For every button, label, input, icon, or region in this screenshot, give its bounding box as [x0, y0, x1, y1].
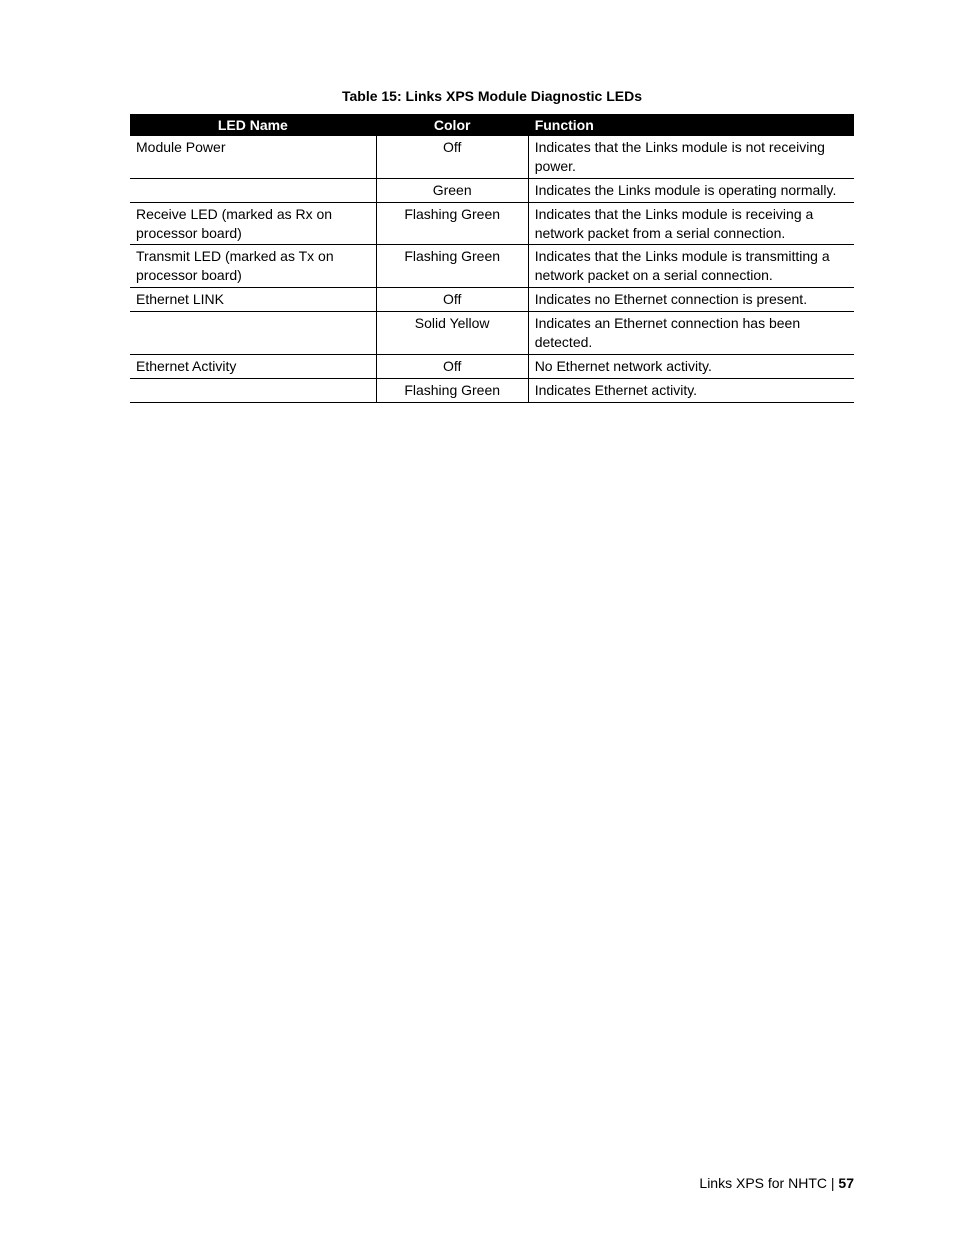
cell-color: Off	[376, 354, 528, 378]
cell-color: Flashing Green	[376, 245, 528, 288]
col-header-func: Function	[528, 114, 854, 136]
cell-led: Module Power	[130, 136, 376, 178]
cell-led: Ethernet LINK	[130, 288, 376, 312]
footer-text: Links XPS for NHTC	[699, 1175, 827, 1191]
table-row: Solid Yellow Indicates an Ethernet conne…	[130, 312, 854, 355]
table-row: Flashing Green Indicates Ethernet activi…	[130, 378, 854, 402]
cell-color: Flashing Green	[376, 202, 528, 245]
table-row: Receive LED (marked as Rx on processor b…	[130, 202, 854, 245]
cell-color: Green	[376, 178, 528, 202]
cell-color: Solid Yellow	[376, 312, 528, 355]
page-footer: Links XPS for NHTC | 57	[699, 1175, 854, 1191]
cell-color: Off	[376, 136, 528, 178]
table-row: Transmit LED (marked as Tx on processor …	[130, 245, 854, 288]
cell-func: No Ethernet network activity.	[528, 354, 854, 378]
cell-led	[130, 178, 376, 202]
cell-led: Transmit LED (marked as Tx on processor …	[130, 245, 376, 288]
col-header-led: LED Name	[130, 114, 376, 136]
col-header-color: Color	[376, 114, 528, 136]
cell-led	[130, 378, 376, 402]
footer-page-number: 57	[838, 1175, 854, 1191]
footer-separator: |	[827, 1175, 838, 1191]
cell-led	[130, 312, 376, 355]
cell-color: Flashing Green	[376, 378, 528, 402]
cell-func: Indicates that the Links module is recei…	[528, 202, 854, 245]
table-header-row: LED Name Color Function	[130, 114, 854, 136]
page: Table 15: Links XPS Module Diagnostic LE…	[0, 0, 954, 1235]
cell-func: Indicates that the Links module is trans…	[528, 245, 854, 288]
cell-func: Indicates no Ethernet connection is pres…	[528, 288, 854, 312]
cell-color: Off	[376, 288, 528, 312]
cell-func: Indicates that the Links module is not r…	[528, 136, 854, 178]
cell-func: Indicates an Ethernet connection has bee…	[528, 312, 854, 355]
cell-func: Indicates the Links module is operating …	[528, 178, 854, 202]
table-row: Module Power Off Indicates that the Link…	[130, 136, 854, 178]
cell-led: Receive LED (marked as Rx on processor b…	[130, 202, 376, 245]
table-row: Green Indicates the Links module is oper…	[130, 178, 854, 202]
cell-led: Ethernet Activity	[130, 354, 376, 378]
table-row: Ethernet Activity Off No Ethernet networ…	[130, 354, 854, 378]
table-row: Ethernet LINK Off Indicates no Ethernet …	[130, 288, 854, 312]
cell-func: Indicates Ethernet activity.	[528, 378, 854, 402]
diagnostic-leds-table: LED Name Color Function Module Power Off…	[130, 114, 854, 403]
table-caption: Table 15: Links XPS Module Diagnostic LE…	[130, 88, 854, 104]
